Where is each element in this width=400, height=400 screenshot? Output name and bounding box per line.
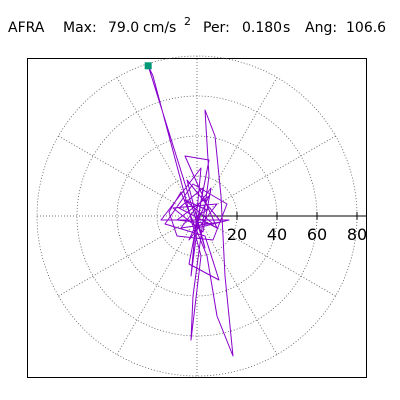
plot-frame [27, 58, 367, 378]
per-label: Per: [203, 20, 230, 36]
max-unit-power: 2 [184, 15, 191, 28]
per-unit: s [283, 20, 290, 36]
r-tick-label: 80 [347, 225, 367, 244]
trace [147, 65, 234, 357]
r-tick-label: 60 [307, 225, 327, 244]
station: AFRA [8, 20, 45, 36]
ang-label: Ang: [305, 20, 337, 36]
max-label: Max: [63, 20, 97, 36]
peak-marker [144, 62, 152, 70]
r-tick-label: 40 [267, 225, 287, 244]
max-unit: cm/s [143, 20, 176, 36]
ang-value: 106.6 [346, 20, 386, 36]
header: AFRA Max: 79.0 cm/s 2 Per: 0.180 s Ang: … [8, 15, 386, 36]
r-tick-label: 20 [227, 225, 247, 244]
per-value: 0.180 [242, 20, 282, 36]
max-value: 79.0 [108, 20, 139, 36]
